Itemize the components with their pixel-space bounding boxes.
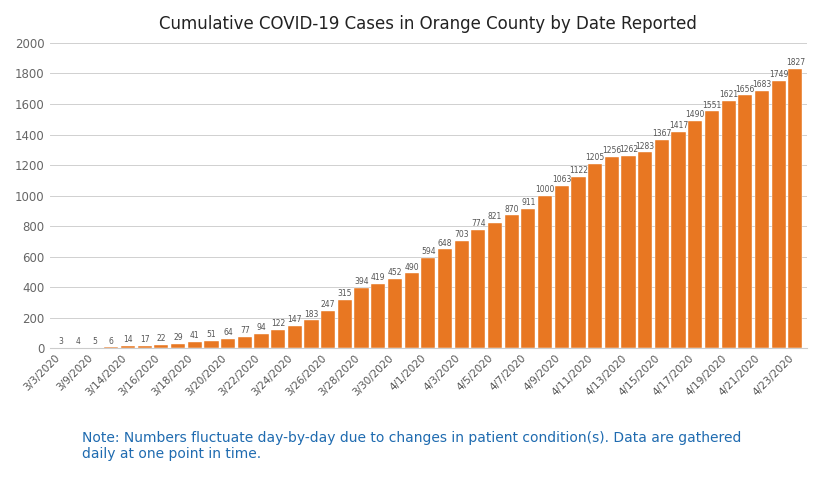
Text: 94: 94 <box>256 323 266 332</box>
Bar <box>321 311 335 348</box>
Text: 1417: 1417 <box>669 121 688 130</box>
Text: 774: 774 <box>471 219 486 228</box>
Bar <box>304 320 319 348</box>
Title: Cumulative COVID-19 Cases in Orange County by Date Reported: Cumulative COVID-19 Cases in Orange Coun… <box>159 15 697 33</box>
Bar <box>605 156 619 348</box>
Text: 1827: 1827 <box>786 59 805 68</box>
Text: 1621: 1621 <box>719 90 738 99</box>
Bar <box>421 258 436 348</box>
Text: 4: 4 <box>76 337 81 346</box>
Bar <box>672 132 686 348</box>
Text: 22: 22 <box>157 334 166 343</box>
Bar <box>221 338 235 348</box>
Text: 1063: 1063 <box>552 175 571 184</box>
Bar <box>538 195 552 348</box>
Text: Note: Numbers fluctuate day-by-day due to changes in patient condition(s). Data : Note: Numbers fluctuate day-by-day due t… <box>82 431 741 461</box>
Text: 183: 183 <box>304 310 319 319</box>
Text: 1749: 1749 <box>769 71 788 79</box>
Bar <box>621 156 635 348</box>
Bar <box>338 300 352 348</box>
Bar <box>788 69 802 348</box>
Text: 3: 3 <box>59 337 64 346</box>
Text: 1490: 1490 <box>686 110 705 119</box>
Text: 490: 490 <box>404 263 419 272</box>
Text: 648: 648 <box>438 239 452 248</box>
Bar <box>121 346 135 348</box>
Text: 122: 122 <box>271 319 285 328</box>
Text: 14: 14 <box>123 336 133 344</box>
Bar <box>271 330 285 348</box>
Bar <box>137 346 152 348</box>
Text: 1122: 1122 <box>569 166 588 175</box>
Text: 394: 394 <box>354 277 369 286</box>
Text: 419: 419 <box>371 274 386 283</box>
Bar <box>254 334 269 348</box>
Text: 911: 911 <box>521 198 536 207</box>
Text: 1551: 1551 <box>702 101 722 109</box>
Bar <box>655 140 669 348</box>
Text: 1256: 1256 <box>603 145 621 155</box>
Text: 1000: 1000 <box>535 185 555 194</box>
Text: 1283: 1283 <box>635 142 655 151</box>
Text: 147: 147 <box>288 315 302 324</box>
Text: 41: 41 <box>190 331 200 340</box>
Text: 452: 452 <box>388 268 402 277</box>
Text: 6: 6 <box>109 336 113 346</box>
Bar <box>288 326 302 348</box>
Text: 1367: 1367 <box>652 129 672 138</box>
Bar <box>488 223 502 348</box>
Bar <box>155 345 169 348</box>
Text: 29: 29 <box>173 333 182 342</box>
Bar <box>404 274 418 348</box>
Bar <box>205 340 219 348</box>
Text: 1262: 1262 <box>619 145 638 154</box>
Bar <box>521 209 535 348</box>
Text: 1205: 1205 <box>585 154 605 162</box>
Bar <box>438 249 452 348</box>
Text: 77: 77 <box>240 326 250 335</box>
Bar <box>688 121 702 348</box>
Bar <box>638 152 653 348</box>
Text: 870: 870 <box>505 204 519 214</box>
Text: 5: 5 <box>92 336 97 346</box>
Bar <box>471 230 486 348</box>
Text: 17: 17 <box>140 335 150 344</box>
Bar <box>755 91 769 348</box>
Text: 51: 51 <box>206 330 216 339</box>
Text: 247: 247 <box>321 300 335 309</box>
Bar <box>171 344 185 348</box>
Text: 64: 64 <box>224 328 233 336</box>
Text: 1683: 1683 <box>752 81 772 89</box>
Text: 315: 315 <box>338 289 352 299</box>
Text: 594: 594 <box>421 247 436 256</box>
Bar <box>388 279 402 348</box>
Bar <box>722 101 736 348</box>
Bar <box>704 111 719 348</box>
Bar <box>238 336 252 348</box>
Bar <box>772 81 786 348</box>
Text: 1656: 1656 <box>736 84 755 94</box>
Bar <box>738 96 752 348</box>
Bar <box>588 164 603 348</box>
Bar <box>354 288 368 348</box>
Bar <box>555 186 569 348</box>
Bar <box>505 216 519 348</box>
Bar <box>455 241 469 348</box>
Bar <box>187 342 202 348</box>
Text: 821: 821 <box>488 212 502 221</box>
Text: 703: 703 <box>455 230 469 239</box>
Bar <box>372 284 386 348</box>
Bar <box>571 177 585 348</box>
